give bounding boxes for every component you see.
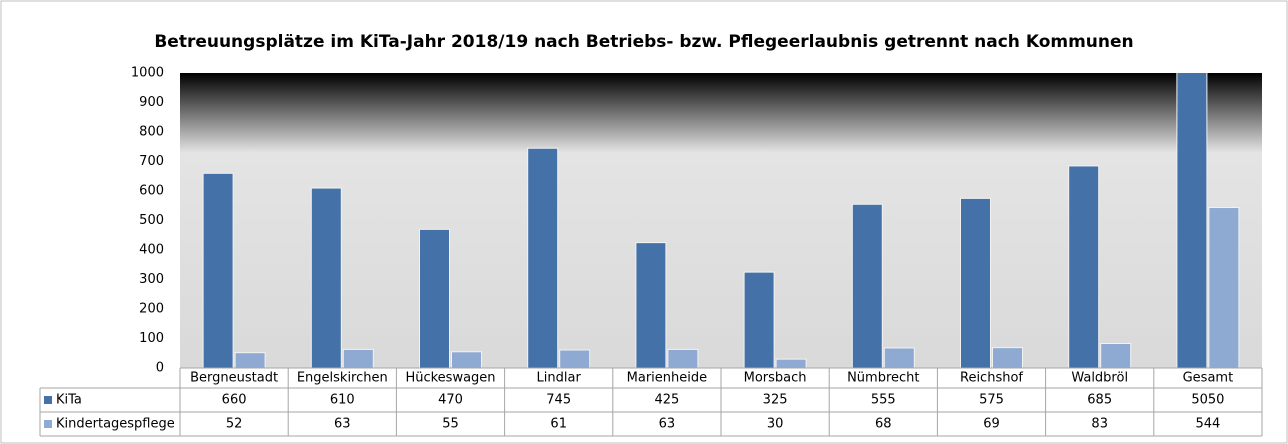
x-tick-label: Nümbrecht	[847, 371, 919, 386]
bar	[960, 197, 991, 369]
table-value: 745	[546, 393, 571, 408]
legend-key	[44, 396, 52, 404]
x-tick-label: Gesamt	[1183, 371, 1234, 386]
x-tick-label: Bergneustadt	[190, 371, 278, 386]
bar	[883, 347, 915, 369]
y-tick-label: 800	[139, 125, 164, 140]
bar	[743, 271, 775, 369]
y-tick-label: 900	[139, 95, 164, 110]
table-value: 5050	[1191, 393, 1224, 408]
x-tick-label: Reichshof	[960, 371, 1023, 386]
table-value: 55	[442, 417, 459, 432]
x-tick-label: Lindlar	[537, 371, 582, 386]
table-value: 425	[654, 393, 679, 408]
table-value: 69	[983, 417, 1000, 432]
table-value: 610	[330, 393, 355, 408]
table-value: 63	[334, 417, 351, 432]
bars	[202, 73, 1240, 369]
bar	[851, 203, 883, 369]
bar	[310, 187, 342, 369]
x-tick-label: Engelskirchen	[297, 371, 388, 386]
bar	[559, 349, 591, 369]
table-value: 83	[1091, 417, 1108, 432]
x-tick-label: Hückeswagen	[405, 371, 495, 386]
bar	[234, 352, 266, 369]
table-value: 61	[550, 417, 567, 432]
y-tick-label: 300	[139, 272, 164, 287]
table-value: 660	[222, 393, 247, 408]
y-tick-label: 200	[139, 302, 164, 317]
y-tick-label: 100	[139, 331, 164, 346]
y-tick-label: 1000	[131, 66, 164, 81]
y-tick-label: 500	[139, 213, 164, 228]
bar	[202, 172, 234, 369]
bar	[451, 351, 482, 369]
table-value: 68	[875, 417, 892, 432]
y-tick-label: 400	[139, 243, 164, 258]
x-tick-label: Morsbach	[744, 371, 807, 386]
legend-key	[44, 420, 52, 428]
legend-label: KiTa	[56, 393, 82, 408]
table-value: 325	[763, 393, 788, 408]
bar	[342, 348, 374, 369]
chart-title: Betreuungsplätze im KiTa-Jahr 2018/19 na…	[154, 32, 1133, 52]
bar	[992, 347, 1023, 369]
bar	[1208, 207, 1240, 369]
bar	[1100, 343, 1132, 369]
table-value: 575	[979, 393, 1004, 408]
table-value: 555	[871, 393, 896, 408]
table-value: 685	[1087, 393, 1112, 408]
bar	[527, 147, 559, 369]
bar	[1068, 165, 1100, 369]
bar	[1176, 73, 1208, 369]
y-tick-label: 600	[139, 184, 164, 199]
x-tick-label: Marienheide	[627, 371, 707, 386]
bar	[775, 358, 807, 369]
x-tick-label: Waldbröl	[1071, 371, 1128, 386]
table-value: 63	[659, 417, 676, 432]
bar	[667, 348, 699, 369]
legend-label: Kindertagespflege	[56, 417, 175, 432]
plot-background	[180, 73, 1262, 368]
y-tick-label: 700	[139, 154, 164, 169]
y-tick-label: 0	[156, 361, 164, 376]
table-value: 544	[1195, 417, 1220, 432]
table-value: 470	[438, 393, 463, 408]
bar	[419, 228, 450, 369]
bar	[635, 242, 667, 369]
table-value: 52	[226, 417, 243, 432]
table-value: 30	[767, 417, 784, 432]
